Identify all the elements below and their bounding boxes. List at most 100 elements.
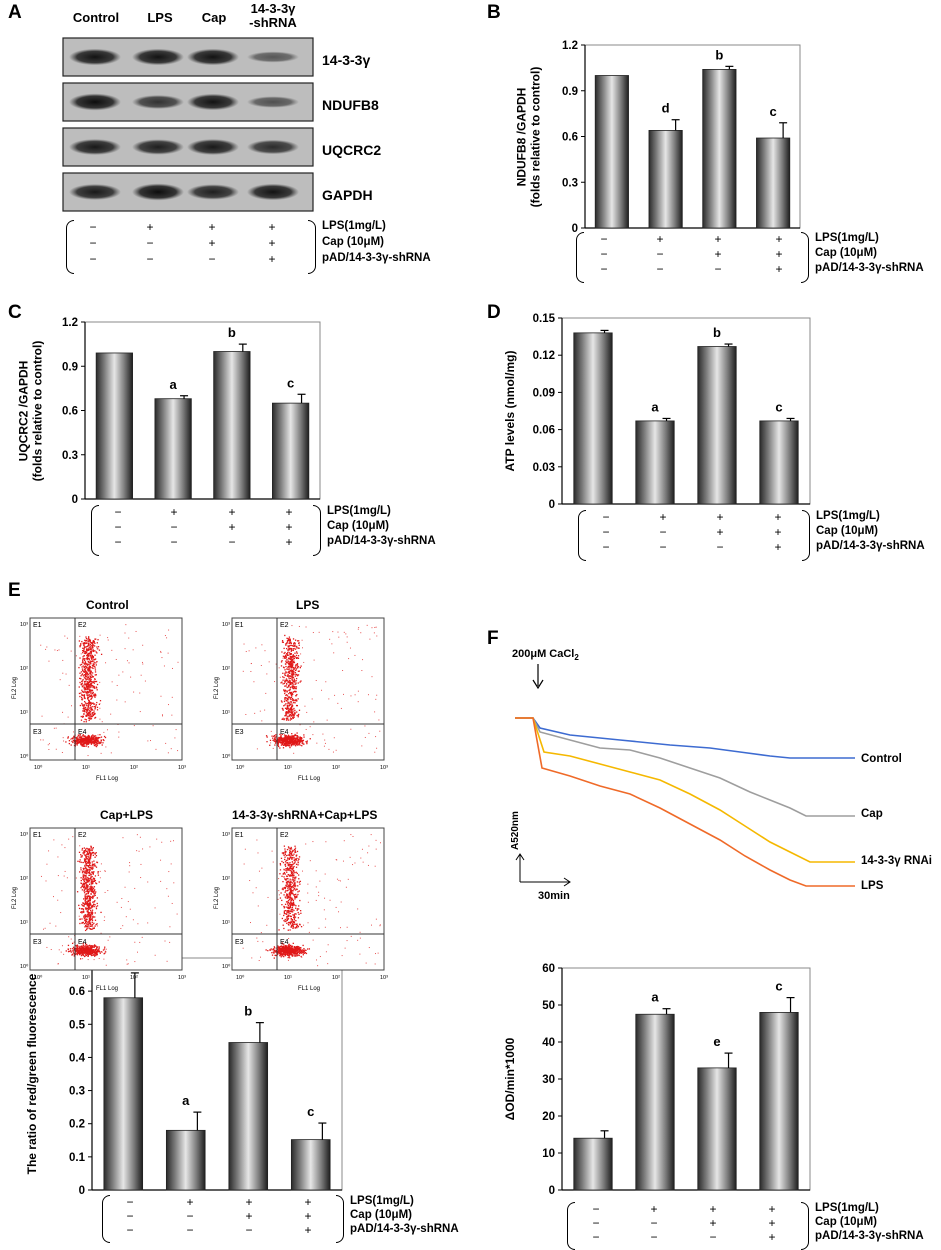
x-tick-label: 10⁰: [236, 974, 245, 981]
y-tick-label: 0.9: [62, 361, 78, 373]
x-tick-label: 10²: [130, 975, 138, 981]
flow-y-axis-label: FL2 Log: [214, 677, 220, 699]
y-axis-label-line: ΔOD/min*1000: [503, 1037, 517, 1121]
x-tick-label: 10³: [380, 765, 388, 771]
y-tick-label: 0.2: [69, 1119, 85, 1131]
condition-sign: +: [304, 1223, 312, 1237]
condition-sign: −: [602, 540, 610, 554]
blot-band: [247, 96, 299, 108]
protein-label-ndufb8: NDUFB8: [322, 97, 379, 113]
flow-events: [242, 834, 381, 967]
y-axis-label: UQCRC2 /GAPDH (folds relative to control): [16, 322, 44, 499]
lane-label-cap: Cap: [201, 10, 227, 25]
flow-events: [40, 834, 178, 966]
y-tick-label: 1.2: [62, 317, 78, 329]
bar: [290, 1139, 331, 1191]
y-tick-label: 0.09: [533, 387, 555, 399]
flow-x-axis-label: FL1 Log: [96, 986, 118, 992]
trace-label-lps: LPS: [861, 880, 884, 892]
condition-sign: −: [114, 535, 122, 549]
condition-sign: −: [146, 252, 154, 266]
bracket-right: [802, 510, 810, 561]
blot-band: [187, 48, 239, 66]
condition-sign: −: [186, 1209, 194, 1223]
bar: [697, 1067, 737, 1191]
condition-sign: +: [245, 1209, 253, 1223]
condition-sign: +: [768, 1230, 776, 1244]
chart-svg: 0 0.3 0.6 0.9 1.2 a b c: [62, 317, 321, 506]
condition-sign: +: [775, 247, 783, 261]
condition-sign: −: [126, 1195, 134, 1209]
condition-sign: +: [285, 520, 293, 534]
lane-label-control: Control: [72, 10, 120, 25]
bracket-right: [801, 1202, 809, 1250]
y-tick-label: 40: [542, 1037, 555, 1049]
quadrant-label: E4: [78, 729, 87, 736]
condition-sign: −: [208, 252, 216, 266]
y-axis-label-line: (folds relative to control): [30, 340, 44, 481]
y-tick-label: 0.3: [62, 450, 78, 462]
bracket-right: [313, 505, 321, 556]
condition-label: LPS(1mg/L): [815, 232, 879, 244]
cacl2-annotation: 200μM CaCl2: [512, 648, 579, 662]
condition-sign: +: [146, 220, 154, 234]
significance-label: c: [775, 399, 782, 414]
y-tick-label: 0.4: [69, 1052, 86, 1064]
bar: [573, 1137, 613, 1191]
condition-sign: +: [304, 1195, 312, 1209]
lane-label-shrna-line1: 14-3-3γ: [250, 1, 296, 16]
condition-label: LPS(1mg/L): [816, 510, 880, 522]
significance-label: a: [182, 1093, 190, 1108]
y-tick-label: 10⁰: [222, 753, 231, 760]
condition-sign: +: [656, 232, 664, 246]
y-axis-label: ATP levels (nmol/mg): [503, 318, 517, 504]
quadrant-label: E1: [33, 832, 42, 839]
y-tick-label: 0.9: [562, 86, 578, 98]
y-tick-label: 10²: [222, 666, 230, 672]
condition-sign: +: [775, 262, 783, 276]
y-tick-label: 0.3: [562, 177, 578, 189]
y-axis-label: NDUFB8 /GAPDH (folds relative to control): [514, 45, 542, 228]
chart-svg: 0 0.3 0.6 0.9 1.2 d b c: [562, 40, 801, 235]
quadrant-label: E2: [78, 622, 87, 629]
blot-band: [132, 183, 184, 201]
y-tick-label: 0.6: [62, 406, 78, 418]
blot-band: [247, 183, 299, 201]
flow-title-lps: LPS: [296, 598, 320, 612]
quadrant-label: E3: [235, 729, 244, 736]
bracket-left: [66, 220, 74, 274]
chart-svg: 00.10.20.30.40.50.60.7abc: [69, 953, 343, 1197]
condition-label: LPS(1mg/L): [322, 220, 386, 232]
significance-label: c: [307, 1104, 314, 1119]
condition-sign: +: [714, 247, 722, 261]
condition-sign: −: [170, 535, 178, 549]
condition-sign: −: [602, 510, 610, 524]
quadrant-label: E3: [33, 939, 42, 946]
y-tick-label: 0.6: [562, 132, 578, 144]
bar: [213, 351, 251, 500]
lane-label-shrna: 14-3-3γ -shRNA: [238, 2, 308, 30]
condition-sign: −: [186, 1223, 194, 1237]
bar: [573, 332, 613, 505]
protein-label-14-3-3g: 14-3-3γ: [322, 52, 371, 68]
flow-y-axis-label: FL2 Log: [12, 677, 18, 699]
y-tick-label: 0: [549, 499, 555, 511]
y-tick-label: 0.15: [533, 313, 556, 325]
blot-band: [69, 184, 121, 200]
y-tick-label: 60: [542, 963, 555, 975]
bar: [272, 402, 310, 500]
x-tick-label: 10²: [332, 975, 340, 981]
y-tick-label: 30: [542, 1074, 555, 1086]
condition-sign: −: [592, 1216, 600, 1230]
condition-sign: +: [268, 220, 276, 234]
condition-sign: +: [709, 1216, 717, 1230]
y-tick-label: 0.1: [69, 1152, 86, 1164]
bar: [165, 1129, 206, 1191]
significance-label: c: [775, 979, 782, 994]
bar: [702, 69, 737, 229]
significance-label: a: [651, 399, 659, 414]
y-tick-label: 0.12: [533, 350, 555, 362]
condition-sign: −: [126, 1209, 134, 1223]
panel-label-e: E: [8, 580, 21, 601]
trace-line: [515, 717, 855, 817]
